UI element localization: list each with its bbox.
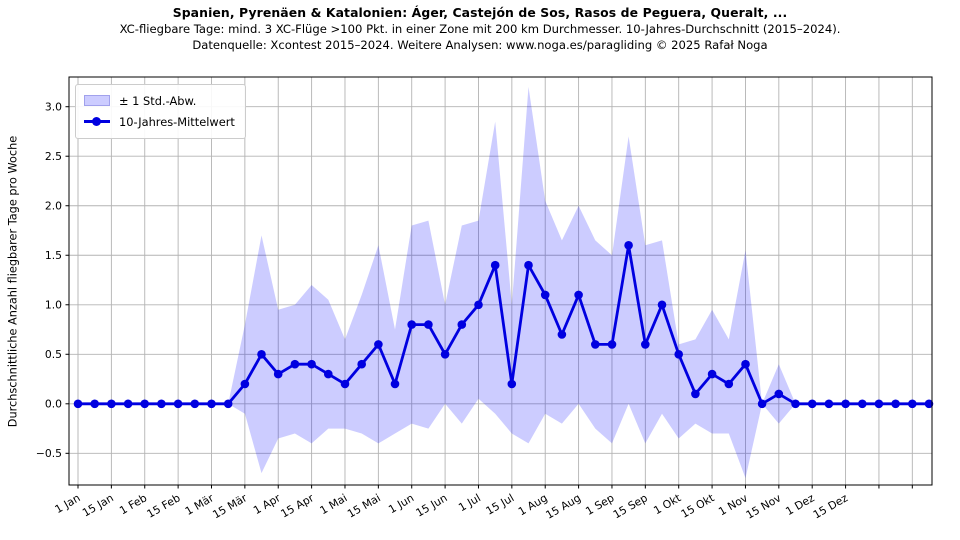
svg-text:1.0: 1.0	[45, 299, 62, 312]
y-tick-labels: −0.5 0.0 0.5 1.0 1.5 2.0 2.5 3.0	[36, 101, 62, 461]
svg-text:15 Dez: 15 Dez	[811, 491, 851, 521]
svg-text:1.5: 1.5	[45, 249, 62, 262]
svg-text:15 Mär: 15 Mär	[210, 491, 249, 521]
mean-markers	[73, 241, 934, 409]
svg-text:15 Mai: 15 Mai	[345, 491, 383, 520]
svg-text:15 Nov: 15 Nov	[744, 491, 784, 522]
svg-text:1 Feb: 1 Feb	[117, 491, 149, 517]
svg-text:0.5: 0.5	[45, 348, 62, 361]
svg-text:15 Jun: 15 Jun	[414, 491, 450, 519]
std-dev-band	[78, 86, 929, 479]
svg-text:0.0: 0.0	[45, 398, 62, 411]
svg-text:2.5: 2.5	[45, 150, 62, 163]
chart-source-note: Datenquelle: Xcontest 2015–2024. Weitere…	[192, 38, 768, 52]
legend-item-mean: 10-Jahres-Mittelwert	[84, 111, 235, 132]
legend-mean-label: 10-Jahres-Mittelwert	[119, 114, 235, 129]
chart-title: Spanien, Pyrenäen & Katalonien: Áger, Ca…	[172, 5, 788, 20]
svg-text:1 Jan: 1 Jan	[53, 491, 83, 516]
chart-subtitle: XC-fliegbare Tage: mind. 3 XC-Flüge >100…	[119, 22, 841, 36]
svg-text:15 Apr: 15 Apr	[279, 491, 317, 520]
svg-text:3.0: 3.0	[45, 101, 62, 114]
svg-text:1 Okt: 1 Okt	[651, 491, 683, 517]
legend-item-band: ± 1 Std.-Abw.	[84, 90, 235, 111]
mean-line	[76, 243, 931, 406]
legend-band-label: ± 1 Std.-Abw.	[119, 93, 197, 108]
x-tick-marks	[77, 485, 913, 489]
svg-text:15 Okt: 15 Okt	[679, 491, 717, 520]
y-tick-marks	[65, 106, 69, 454]
svg-text:15 Aug: 15 Aug	[543, 491, 583, 521]
std-band-swatch-icon	[84, 95, 110, 106]
svg-text:2.0: 2.0	[45, 200, 62, 213]
svg-text:1 Mai: 1 Mai	[318, 491, 350, 517]
svg-text:15 Sep: 15 Sep	[611, 491, 650, 521]
svg-text:1 Sep: 1 Sep	[583, 491, 616, 518]
svg-text:15 Feb: 15 Feb	[145, 491, 183, 520]
axes-spines	[68, 76, 933, 486]
grid-lines	[69, 77, 932, 485]
svg-text:1 Jul: 1 Jul	[456, 491, 483, 514]
svg-text:15 Jan: 15 Jan	[80, 491, 116, 519]
svg-text:1 Apr: 1 Apr	[251, 491, 283, 517]
svg-text:−0.5: −0.5	[36, 447, 62, 460]
legend: ± 1 Std.-Abw. 10-Jahres-Mittelwert	[75, 84, 246, 139]
svg-text:1 Jun: 1 Jun	[386, 491, 416, 516]
mean-line-sample-icon	[84, 117, 110, 126]
svg-text:15 Jul: 15 Jul	[484, 491, 517, 517]
